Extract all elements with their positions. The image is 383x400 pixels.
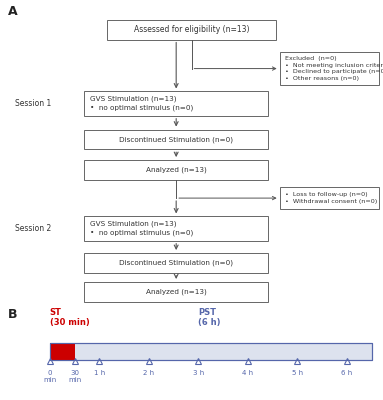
Text: 30
min: 30 min (68, 370, 81, 384)
Text: 4 h: 4 h (242, 370, 253, 376)
Bar (84, 92, 268, 116)
Text: A: A (8, 4, 17, 18)
Text: 2 h: 2 h (143, 370, 154, 376)
Text: 0
min: 0 min (43, 370, 56, 384)
Bar (50, 343, 372, 360)
Text: ST
(30 min): ST (30 min) (50, 308, 90, 327)
Text: Session 1: Session 1 (15, 99, 52, 108)
Text: Discontinued Stimulation (n=0): Discontinued Stimulation (n=0) (119, 136, 233, 143)
Text: •  Loss to follow-up (n=0)
•  Withdrawal consent (n=0): • Loss to follow-up (n=0) • Withdrawal c… (285, 192, 378, 204)
Text: 1 h: 1 h (94, 370, 105, 376)
Text: 5 h: 5 h (292, 370, 303, 376)
Bar (84, 216, 268, 241)
Text: Excluded  (n=0)
•  Not meeting inclusion criteria (n=0)
•  Declined to participa: Excluded (n=0) • Not meeting inclusion c… (285, 56, 383, 81)
Text: 6 h: 6 h (341, 370, 352, 376)
Bar (84, 130, 268, 149)
Bar (84, 160, 268, 180)
Bar (50, 343, 75, 360)
Bar (107, 20, 276, 40)
Bar (280, 52, 379, 85)
Text: B: B (8, 308, 17, 321)
Bar (84, 253, 268, 273)
Bar (280, 188, 379, 209)
Text: Assessed for eligibility (n=13): Assessed for eligibility (n=13) (134, 25, 249, 34)
Text: Session 2: Session 2 (15, 224, 52, 233)
Text: Analyzed (n=13): Analyzed (n=13) (146, 288, 206, 295)
Text: PST
(6 h): PST (6 h) (198, 308, 221, 327)
Text: Discontinued Stimulation (n=0): Discontinued Stimulation (n=0) (119, 260, 233, 266)
Bar (50, 343, 372, 360)
Text: 3 h: 3 h (193, 370, 204, 376)
Text: GVS Stimulation (n=13)
•  no optimal stimulus (n=0): GVS Stimulation (n=13) • no optimal stim… (90, 96, 193, 111)
Bar (84, 282, 268, 302)
Text: GVS Stimulation (n=13)
•  no optimal stimulus (n=0): GVS Stimulation (n=13) • no optimal stim… (90, 221, 193, 236)
Text: Analyzed (n=13): Analyzed (n=13) (146, 167, 206, 173)
